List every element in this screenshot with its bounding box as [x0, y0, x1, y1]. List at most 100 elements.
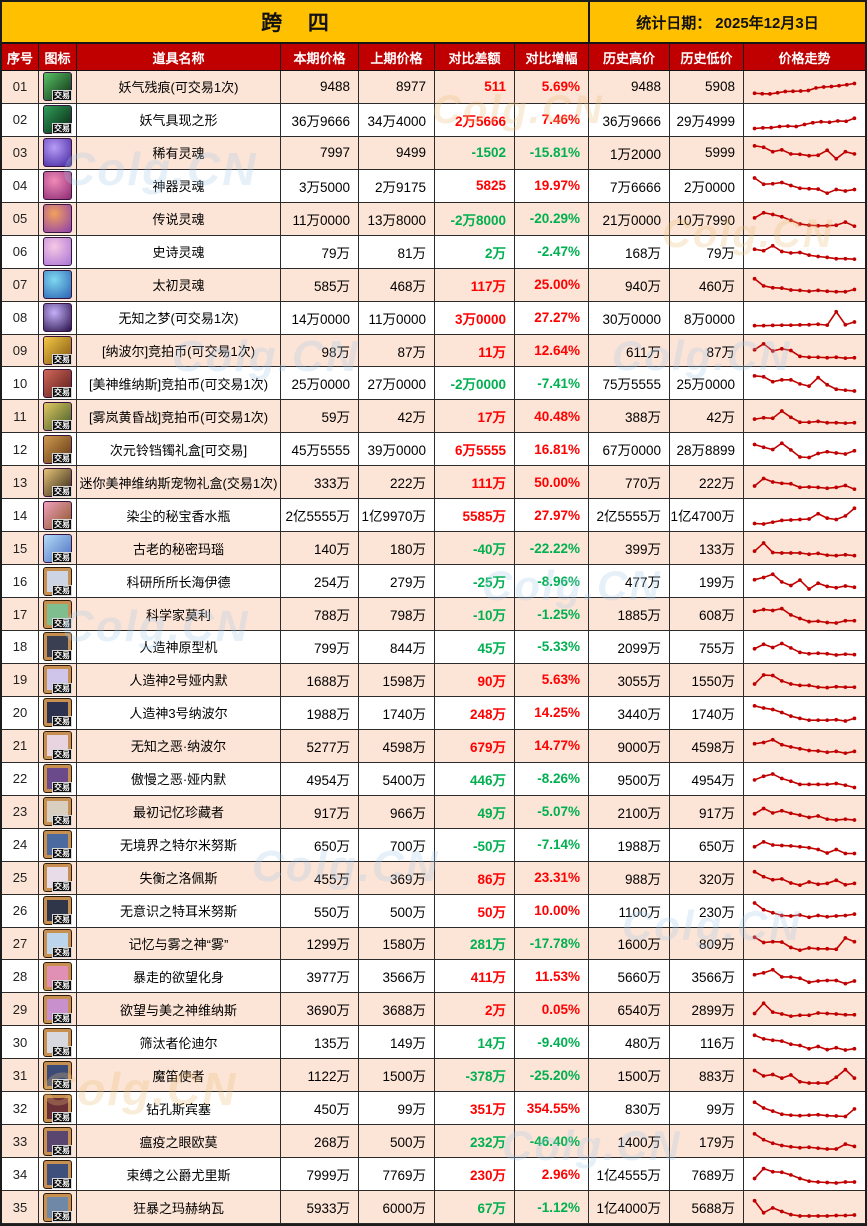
low-price-cell: 5999: [670, 136, 744, 169]
table-row: 31 交易 魔笛使者 1122万 1500万 -378万 -25.20% 1500万 883万: [2, 1059, 865, 1093]
row-index-cell: 14: [2, 499, 39, 532]
item-icon: 交易: [43, 566, 72, 596]
trade-badge: 交易: [52, 1045, 72, 1057]
current-price-cell: 2亿5555万: [281, 499, 359, 532]
item-name-cell: 传说灵魂: [77, 202, 281, 235]
previous-price-cell: 1598万: [359, 663, 435, 696]
diff-percent-cell: 40.48%: [515, 400, 589, 433]
table-row: 16 交易 科研所所长海伊德 254万 279万 -25万 -8.96% 477万 199万: [2, 565, 865, 599]
price-trend-sparkline: [752, 968, 857, 986]
low-price-cell: 5688万: [670, 1191, 744, 1223]
item-icon: 交易: [43, 434, 72, 464]
row-index-cell: 13: [2, 466, 39, 499]
price-trend-sparkline: [752, 476, 857, 492]
diff-percent-cell: -22.22%: [515, 532, 589, 565]
item-icon-cell: 交易: [39, 861, 77, 894]
row-index-cell: 30: [2, 1026, 39, 1059]
price-trend-cell: [744, 631, 865, 663]
low-price-cell: 4598万: [670, 729, 744, 762]
row-index-cell: 34: [2, 1158, 39, 1191]
table-row: 08 无知之梦(可交易1次) 14万0000 11万0000 3万0000 27.27% 3…: [2, 301, 865, 335]
price-trend-cell: [744, 796, 865, 828]
current-price-cell: 799万: [281, 631, 359, 663]
item-icon: 交易: [43, 1126, 72, 1156]
item-name-cell: 人造神3号纳波尔: [77, 696, 281, 729]
table-row: 33 交易 瘟疫之眼欧莫 268万 500万 232万 -46.40% 1400万 179万: [2, 1125, 865, 1159]
column-header-3: 道具名称: [77, 44, 281, 70]
diff-amount-cell: 281万: [435, 927, 515, 960]
table-row: 02 交易 妖气具现之形 36万9666 34万4000 2万5666 7.46% 36万96…: [2, 103, 865, 137]
trade-badge: 交易: [52, 90, 72, 102]
trade-badge: 交易: [52, 946, 72, 958]
price-trend-cell: [744, 697, 865, 729]
low-price-cell: 87万: [670, 334, 744, 367]
price-trend-sparkline: [752, 1100, 857, 1119]
previous-price-cell: 7769万: [359, 1158, 435, 1191]
previous-price-cell: 222万: [359, 466, 435, 499]
diff-amount-cell: 679万: [435, 729, 515, 762]
item-icon: 交易: [43, 533, 72, 563]
diff-percent-cell: 25.00%: [515, 268, 589, 301]
current-price-cell: 140万: [281, 532, 359, 565]
diff-amount-cell: 232万: [435, 1125, 515, 1158]
item-icon-cell: [39, 202, 77, 235]
previous-price-cell: 99万: [359, 1092, 435, 1125]
high-price-cell: 388万: [589, 400, 670, 433]
table-row: 26 交易 无意识之特耳米努斯 550万 500万 50万 10.00% 1100万 230万: [2, 894, 865, 928]
item-name-cell: 无知之恶·纳波尔: [77, 729, 281, 762]
item-icon: 交易: [43, 500, 72, 530]
trade-badge: 交易: [52, 518, 72, 530]
item-icon-cell: 交易: [39, 663, 77, 696]
price-trend-sparkline: [752, 771, 857, 790]
item-icon: 交易: [43, 1060, 72, 1090]
previous-price-cell: 1740万: [359, 696, 435, 729]
item-name-cell: 史诗灵魂: [77, 235, 281, 268]
price-trend-sparkline: [752, 1166, 857, 1185]
diff-amount-cell: 3万0000: [435, 301, 515, 334]
diff-amount-cell: 45万: [435, 631, 515, 663]
trade-badge: 交易: [52, 1012, 72, 1024]
trade-badge: 交易: [52, 551, 72, 563]
row-index-cell: 10: [2, 367, 39, 400]
diff-percent-cell: 16.81%: [515, 433, 589, 466]
price-trend-cell: [744, 565, 865, 597]
table-body: 01 交易 妖气残痕(可交易1次) 9488 8977 511 5.69% 9488 5908 0…: [2, 71, 865, 1224]
current-price-cell: 550万: [281, 894, 359, 927]
item-icon: 交易: [43, 1159, 72, 1189]
low-price-cell: 883万: [670, 1059, 744, 1092]
item-name-cell: 妖气具现之形: [77, 103, 281, 136]
trade-badge: 交易: [52, 386, 72, 398]
diff-amount-cell: -10万: [435, 598, 515, 631]
item-name-cell: 暴走的欲望化身: [77, 960, 281, 993]
item-name-cell: 神器灵魂: [77, 169, 281, 202]
price-trend-sparkline: [752, 175, 857, 195]
trade-badge: 交易: [52, 123, 72, 135]
low-price-cell: 1740万: [670, 696, 744, 729]
trade-badge: 交易: [52, 452, 72, 464]
item-icon: 交易: [43, 698, 72, 728]
trade-badge: 交易: [52, 485, 72, 497]
item-icon-cell: 交易: [39, 532, 77, 565]
low-price-cell: 320万: [670, 861, 744, 894]
high-price-cell: 1亿4000万: [589, 1191, 670, 1223]
high-price-cell: 9488: [589, 71, 670, 103]
diff-amount-cell: -1502: [435, 136, 515, 169]
item-icon-cell: 交易: [39, 631, 77, 663]
item-icon: [43, 270, 72, 300]
current-price-cell: 1299万: [281, 927, 359, 960]
high-price-cell: 477万: [589, 565, 670, 598]
current-price-cell: 254万: [281, 565, 359, 598]
trade-badge: 交易: [52, 1177, 72, 1189]
current-price-cell: 59万: [281, 400, 359, 433]
high-price-cell: 2100万: [589, 795, 670, 828]
item-icon: 交易: [43, 830, 72, 860]
item-name-cell: 科研所所长海伊德: [77, 565, 281, 598]
previous-price-cell: 9499: [359, 136, 435, 169]
high-price-cell: 940万: [589, 268, 670, 301]
price-trend-cell: [744, 499, 865, 531]
current-price-cell: 585万: [281, 268, 359, 301]
row-index-cell: 02: [2, 103, 39, 136]
row-index-cell: 26: [2, 894, 39, 927]
previous-price-cell: 13万8000: [359, 202, 435, 235]
